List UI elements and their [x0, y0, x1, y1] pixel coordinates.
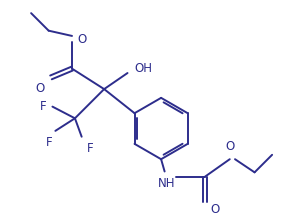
Text: O: O	[77, 33, 86, 46]
Text: NH: NH	[158, 177, 176, 190]
Text: O: O	[35, 82, 44, 95]
Text: OH: OH	[135, 62, 153, 75]
Text: F: F	[46, 136, 53, 149]
Text: F: F	[40, 100, 47, 113]
Text: F: F	[87, 142, 93, 155]
Text: O: O	[225, 140, 234, 153]
Text: O: O	[210, 203, 219, 216]
